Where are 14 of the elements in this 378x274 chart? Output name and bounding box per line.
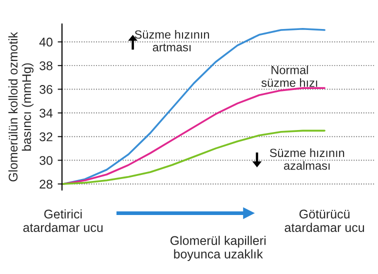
y-tick-label: 34: [40, 108, 53, 118]
x-axis-title: Glomerül kapilleri boyunca uzaklık: [170, 236, 266, 261]
y-tick-label: 32: [40, 132, 52, 142]
y-tick-label: 28: [40, 180, 52, 189]
y-tick-label: 38: [40, 61, 52, 70]
annotation: Süzme hızının artması: [134, 30, 209, 52]
x-tick-label: Getirici atardamar ucu: [23, 209, 103, 232]
annotation: Normal süzme hızı: [261, 66, 318, 87]
y-tick-label: 36: [40, 85, 52, 94]
y-tick-label: 30: [40, 156, 52, 165]
annotation: Süzme hızının azalması: [270, 148, 344, 170]
y-axis-title: Glomerülün kolloid ozmotik basıncı (mmHg): [8, 32, 34, 182]
x-tick-label: Götürücü atardamar ucu: [284, 210, 364, 232]
y-tick-label: 40: [39, 38, 52, 47]
